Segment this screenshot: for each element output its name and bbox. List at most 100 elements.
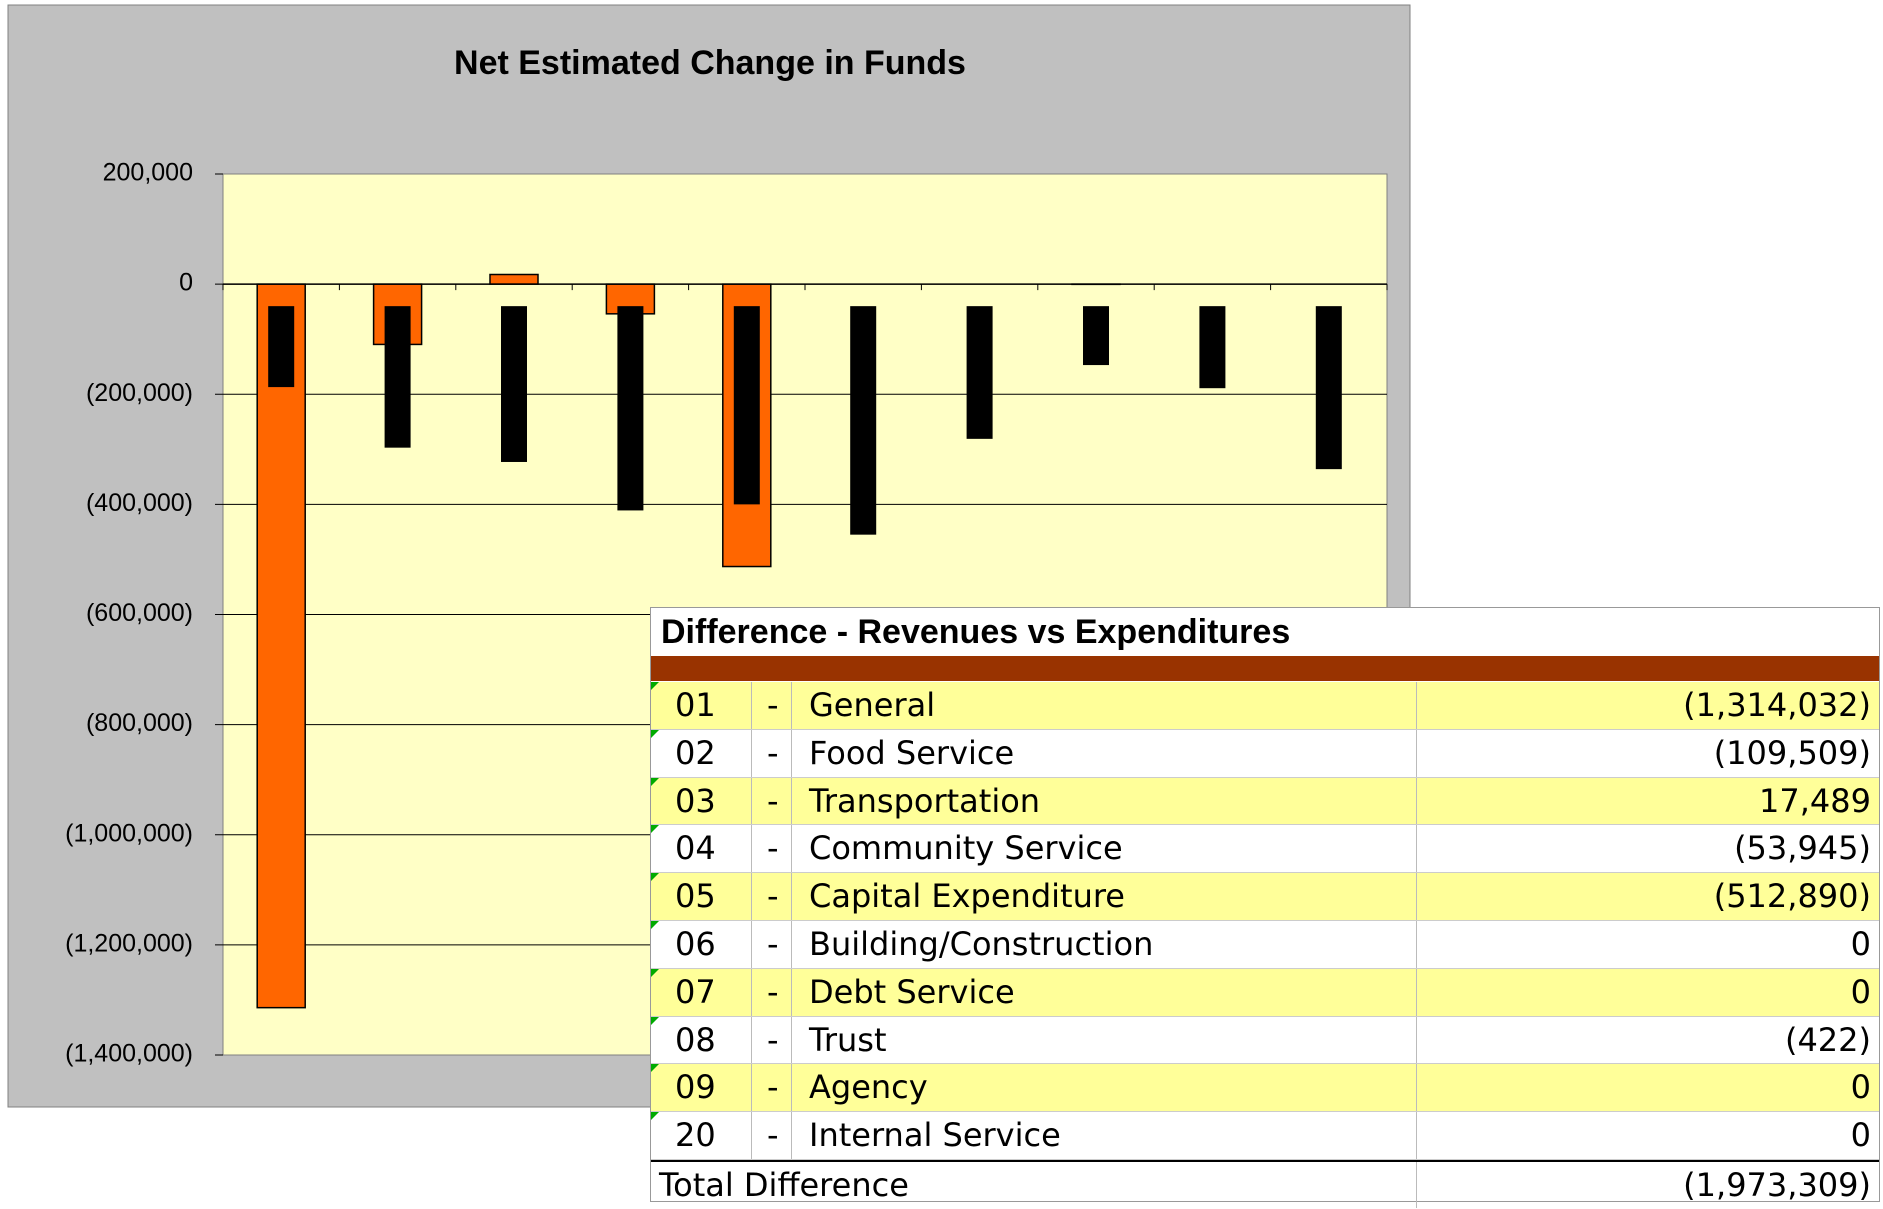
column-divider (751, 825, 752, 872)
cell-marker (651, 682, 659, 690)
row-value: 0 (1851, 1064, 1871, 1111)
row-name: Debt Service (809, 969, 1015, 1016)
cell-marker (651, 730, 659, 738)
bar (490, 274, 538, 284)
column-divider (1416, 778, 1417, 825)
column-divider (1416, 682, 1417, 729)
chart-title: Net Estimated Change in Funds (454, 44, 966, 82)
range-bar (1083, 306, 1109, 365)
row-dash: - (767, 1064, 779, 1111)
column-divider (1416, 921, 1417, 968)
column-divider (1416, 1064, 1417, 1111)
column-divider (1416, 1112, 1417, 1159)
row-dash: - (767, 921, 779, 968)
y-tick-label: (1,000,000) (65, 819, 193, 847)
row-code: 07 (675, 969, 716, 1016)
column-divider (751, 921, 752, 968)
row-name: Capital Expenditure (809, 873, 1125, 920)
y-tick-label: (400,000) (86, 489, 193, 517)
column-divider (791, 1064, 792, 1111)
row-dash: - (767, 778, 779, 825)
cell-marker (651, 969, 659, 977)
table-title: Difference - Revenues vs Expenditures (661, 608, 1290, 656)
row-name: Agency (809, 1064, 928, 1111)
cell-marker (651, 921, 659, 929)
table-row: 03 -Transportation 17,489 (651, 778, 1879, 826)
range-bar (617, 306, 643, 510)
column-divider (791, 873, 792, 920)
column-divider (791, 778, 792, 825)
row-code: 03 (675, 778, 716, 825)
row-value: 0 (1851, 921, 1871, 968)
table-row: 04 -Community Service (53,945) (651, 825, 1879, 873)
column-divider (1416, 873, 1417, 920)
column-divider (751, 1064, 752, 1111)
row-code: 04 (675, 825, 716, 872)
cell-marker (651, 778, 659, 786)
cell-marker (651, 1112, 659, 1120)
column-divider (751, 730, 752, 777)
row-name: Community Service (809, 825, 1123, 872)
row-code: 20 (675, 1112, 716, 1159)
row-value: 0 (1851, 1112, 1871, 1159)
y-tick-label: (1,200,000) (65, 929, 193, 957)
range-bar (385, 306, 411, 448)
row-value: (422) (1785, 1017, 1871, 1064)
column-divider (791, 730, 792, 777)
range-bar (268, 306, 294, 387)
column-divider (1416, 825, 1417, 872)
row-value: 0 (1851, 969, 1871, 1016)
y-tick-label: (800,000) (86, 709, 193, 737)
column-divider (751, 778, 752, 825)
row-value: 17,489 (1759, 778, 1871, 825)
row-value: (512,890) (1714, 873, 1871, 920)
range-bar (1316, 306, 1342, 469)
row-dash: - (767, 1112, 779, 1159)
row-value: (109,509) (1714, 730, 1871, 777)
header-band (651, 656, 1879, 681)
row-value: (53,945) (1734, 825, 1871, 872)
table-row: 01-General(1,314,032) (651, 682, 1879, 730)
range-bar (734, 306, 760, 504)
y-tick-label: (600,000) (86, 599, 193, 627)
row-name: Internal Service (809, 1112, 1061, 1159)
table-row: 02-Food Service(109,509) (651, 730, 1879, 778)
row-name: Building/Construction (809, 921, 1153, 968)
range-bar (501, 306, 527, 462)
cell-marker (651, 873, 659, 881)
column-divider (1416, 1162, 1417, 1208)
row-name: General (809, 682, 935, 729)
row-name: Food Service (809, 730, 1014, 777)
total-row: Total Difference(1,973,309) (651, 1160, 1879, 1208)
column-divider (751, 873, 752, 920)
cell-marker (651, 1017, 659, 1025)
column-divider (791, 921, 792, 968)
y-tick-label: (1,400,000) (65, 1040, 193, 1068)
row-code: 06 (675, 921, 716, 968)
column-divider (751, 969, 752, 1016)
cell-marker (651, 1064, 659, 1072)
range-bar (1199, 306, 1225, 388)
bar (257, 284, 305, 1008)
range-bar (967, 306, 993, 439)
row-dash: - (767, 825, 779, 872)
column-divider (791, 969, 792, 1016)
column-divider (1416, 730, 1417, 777)
row-dash: - (767, 682, 779, 729)
y-tick-label: 200,000 (103, 159, 193, 187)
row-dash: - (767, 873, 779, 920)
row-code: 05 (675, 873, 716, 920)
column-divider (751, 1017, 752, 1064)
row-code: 01 (675, 682, 716, 729)
column-divider (791, 682, 792, 729)
table-row: 08-Trust(422) (651, 1017, 1879, 1065)
row-name: Transportation (809, 778, 1040, 825)
column-divider (751, 1112, 752, 1159)
column-divider (751, 682, 752, 729)
row-code: 08 (675, 1017, 716, 1064)
table-row: 05 -Capital Expenditure (512,890) (651, 873, 1879, 921)
row-name: Trust (809, 1017, 887, 1064)
cell-marker (651, 825, 659, 833)
